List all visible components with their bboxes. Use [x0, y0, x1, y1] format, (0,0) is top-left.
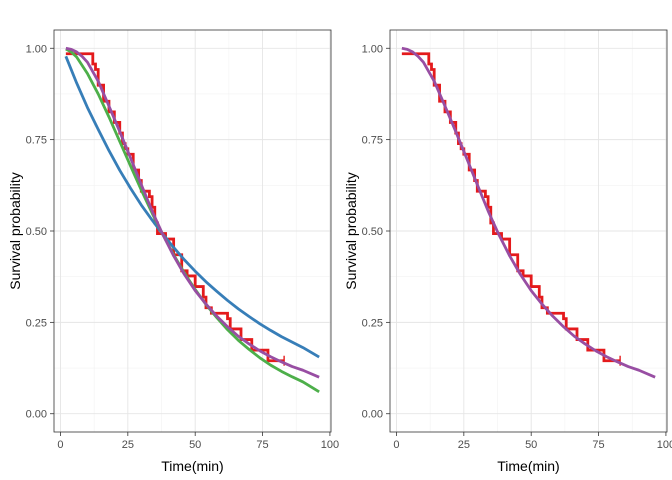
panel-1: 0 25 50 75 100 0.00 0.25 0.50 0.75 1.00 Time(min) S…	[7, 29, 339, 474]
data-layer	[64, 46, 320, 393]
fitted-curve-4	[65, 46, 320, 379]
y-tick-label: 1.00	[26, 43, 47, 55]
x-tick-label: 50	[189, 439, 201, 451]
x-tick-label: 50	[525, 439, 537, 451]
y-tick-label: 0.50	[26, 226, 47, 238]
x-tick-label: 0	[393, 439, 399, 451]
y-tick-label: 0.75	[26, 135, 47, 147]
x-axis-title: Time(min)	[497, 458, 559, 474]
y-axis-title: Survival probability	[343, 172, 359, 290]
x-tick-label: 100	[321, 439, 339, 451]
y-tick-label: 0.75	[362, 135, 383, 147]
data-layer	[401, 46, 656, 379]
y-tick-label: 0.50	[362, 226, 383, 238]
x-tick-label: 75	[256, 439, 268, 451]
x-tick-label: 75	[592, 439, 604, 451]
y-tick-label: 0.25	[26, 317, 47, 329]
y-tick-label: 0.00	[26, 409, 47, 421]
fitted-curve-2	[401, 46, 656, 379]
x-tick-label: 100	[657, 439, 672, 451]
panel-2: 0 25 50 75 100 0.00 0.25 0.50 0.75 1.00 Time(min) S…	[343, 29, 672, 474]
y-tick-label: 0.25	[362, 317, 383, 329]
fitted-curve-2	[64, 55, 320, 359]
x-tick-label: 0	[57, 439, 63, 451]
x-axis-title: Time(min)	[161, 458, 223, 474]
x-tick-label: 25	[458, 439, 470, 451]
y-tick-label: 1.00	[362, 43, 383, 55]
y-axis-title: Survival probability	[7, 172, 23, 290]
y-tick-label: 0.00	[362, 409, 383, 421]
x-tick-label: 25	[122, 439, 134, 451]
